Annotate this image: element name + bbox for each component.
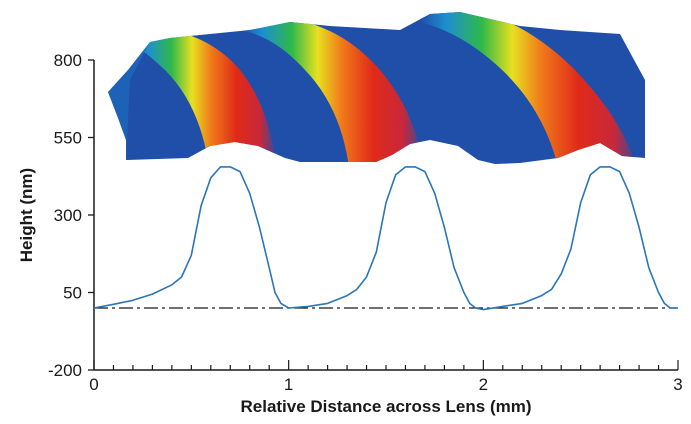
x-tick-label: 0 [89,375,98,394]
y-axis-title: Height (nm) [17,168,36,262]
x-axis-title: Relative Distance across Lens (mm) [240,397,531,416]
series-line [93,166,678,311]
y-tick-label: 300 [54,206,82,225]
surface-ridge-3 [420,12,640,164]
surface-ridge-2 [240,16,425,164]
x-tick-label: 1 [284,375,293,394]
surface-ridge-1 [130,29,278,164]
y-ticks: 800 550 300 50 -200 [48,51,94,380]
x-tick-label: 3 [673,375,682,394]
y-tick-label: 550 [54,129,82,148]
y-tick-label: -200 [48,361,82,380]
x-ticks: 0 1 2 3 [89,360,683,394]
y-tick-label: 50 [63,284,82,303]
series-group [93,166,678,311]
x-tick-label: 2 [479,375,488,394]
y-tick-label: 800 [54,51,82,70]
surface-plot-inset [108,12,645,164]
